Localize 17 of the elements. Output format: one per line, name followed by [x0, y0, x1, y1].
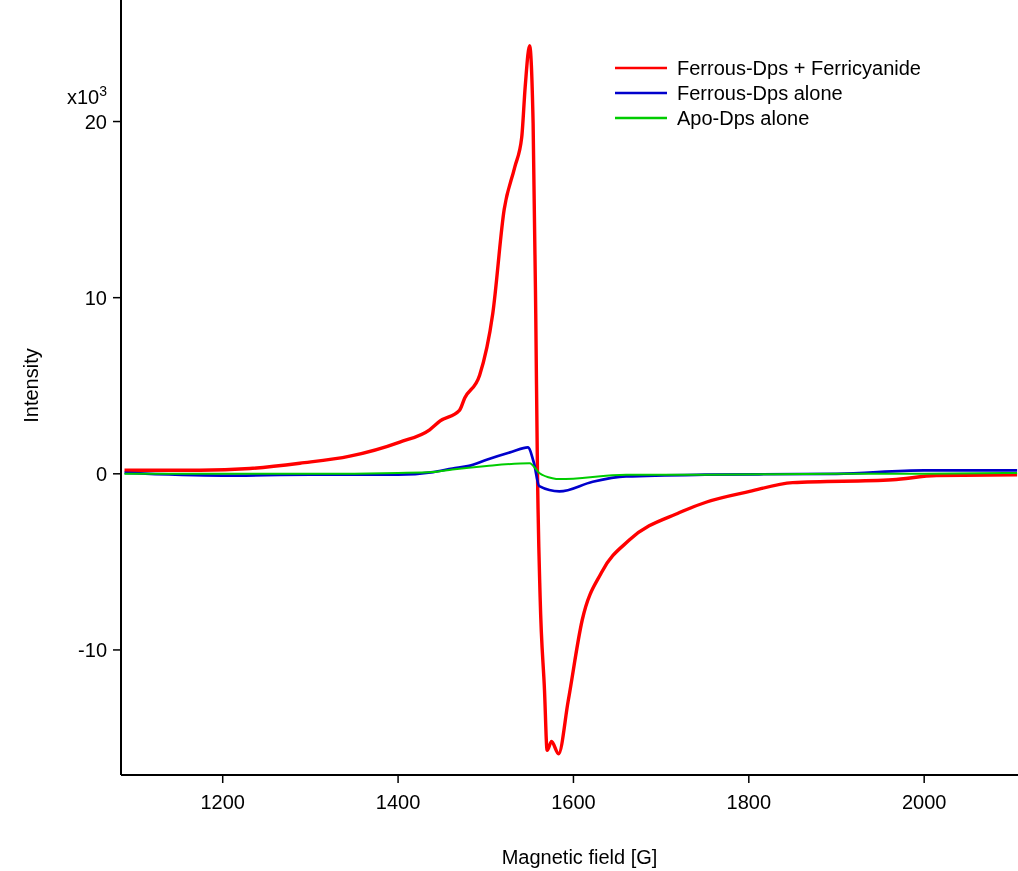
y-tick-label: 20	[84, 110, 107, 133]
x-tick-label: 2000	[901, 791, 947, 813]
x-tick-label: 1400	[375, 791, 421, 813]
y-tick-label: 10	[84, 286, 107, 309]
legend-label: Ferrous-Dps + Ferricyanide	[677, 57, 921, 79]
x-tick-label: 1800	[726, 791, 772, 813]
legend-label: Apo-Dps alone	[677, 107, 810, 129]
text: x10$^{3}$	[66, 82, 108, 108]
x-tick-label: 1600	[551, 791, 596, 813]
y-tick-label: 0	[95, 462, 107, 485]
y-tick-label: -10	[78, 638, 107, 661]
legend-label: Ferrous-Dps alone	[677, 82, 843, 104]
line-series	[122, 44, 1018, 756]
x-tick-label: 1200	[200, 791, 245, 813]
line-series	[123, 462, 1018, 481]
x-axis-title: Magnetic field [G]	[501, 846, 658, 868]
y-axis-title: Intensity	[20, 348, 42, 423]
